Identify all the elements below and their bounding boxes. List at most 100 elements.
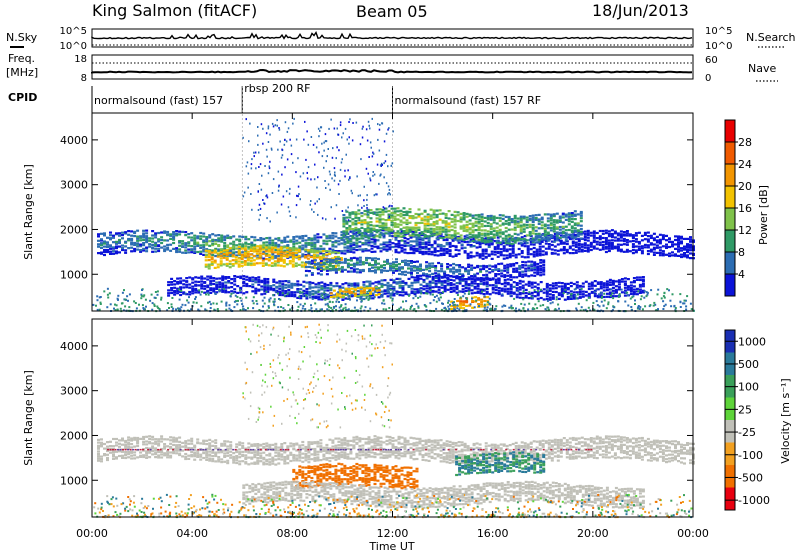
power-cell [247,238,251,241]
power-cell [209,280,213,283]
power-cell [407,271,410,274]
power-cell [400,230,404,233]
power-cell [140,294,143,297]
power-cell [423,230,427,233]
power-cell [341,158,343,161]
power-cell [493,250,497,253]
power-cell [483,309,486,312]
power-cell [407,284,411,287]
power-cell [310,272,314,275]
power-cell [453,214,457,217]
power-cell [270,248,274,251]
power-cell [622,243,626,246]
power-cell [589,243,593,246]
power-cell [276,264,280,267]
power-cell [442,248,446,251]
power-cell [284,290,288,293]
power-cell [337,291,340,294]
power-cell [361,127,364,130]
power-cell [366,229,370,232]
power-cell [270,262,274,265]
power-cell [340,292,343,295]
power-cell [278,185,280,188]
power-cell [459,212,463,215]
power-cell [555,236,559,239]
power-cell [424,246,428,249]
power-cell [416,288,420,291]
power-cell [477,221,481,224]
power-cell [121,247,124,250]
power-cell [347,291,351,295]
power-cell [118,238,121,242]
power-cell [387,291,390,294]
power-cell [581,290,585,293]
power-cell [340,238,344,241]
power-cell [445,250,449,253]
power-cell [151,237,155,240]
power-cell [200,285,204,288]
power-cell [677,243,680,246]
power-cell [316,200,318,203]
power-cell [429,227,433,230]
power-cell [390,219,394,222]
power-cell [604,242,608,246]
power-cell [546,233,550,236]
power-cell [539,296,543,300]
power-cell [391,291,394,294]
power-cell [217,248,221,251]
power-cell [267,305,270,308]
power-cell [263,202,265,205]
power-cell [537,218,541,221]
power-cell [317,286,321,289]
power-cell [349,259,353,262]
power-cell [426,292,429,295]
power-cell [396,235,400,238]
power-cell [365,261,368,265]
power-cell [440,280,444,283]
power-cell [626,288,630,291]
power-cell [378,128,381,131]
power-cell [324,268,328,271]
power-cell [474,214,478,217]
power-cell [343,268,347,271]
power-cell [538,248,542,251]
power-cell [315,308,318,311]
power-cell [443,270,447,273]
power-cell [352,262,356,265]
power-cell [184,249,188,252]
power-cell [405,221,409,224]
power-cell [610,232,614,236]
power-cell [542,259,546,262]
power-cell [348,121,350,123]
power-cell [583,239,587,242]
power-cell [311,297,314,300]
power-cell [526,251,530,254]
power-cell [435,226,439,229]
power-cell [614,290,618,293]
power-cell [387,226,391,230]
power-cell [402,207,406,210]
power-cell [294,247,298,250]
power-cell [371,264,374,267]
power-cell [233,300,236,303]
power-cell [560,287,564,290]
power-cell [477,297,481,300]
power-cell [593,280,597,283]
power-cell [519,239,523,242]
power-cell [457,252,461,256]
power-cell [469,303,472,306]
power-cell [469,244,473,247]
power-cell [433,232,437,235]
power-cell [198,289,200,292]
power-cell [486,230,490,233]
power-cell [386,284,390,287]
power-cell [251,208,253,211]
power-cell [637,290,640,293]
power-cell [384,226,388,229]
power-cell [574,294,577,297]
power-cell [258,218,260,221]
power-cell [405,228,409,231]
power-cell [546,217,550,220]
power-cell [359,293,363,296]
power-cell [360,232,364,235]
